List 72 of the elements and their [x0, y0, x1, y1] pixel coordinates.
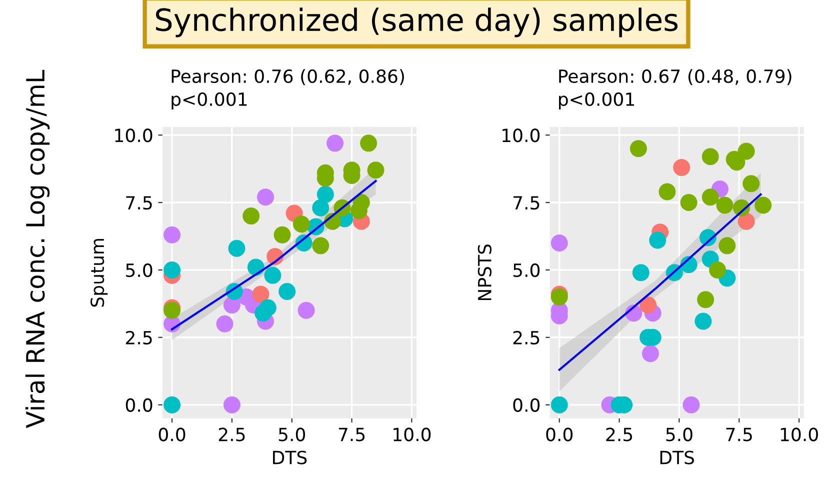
point — [264, 266, 282, 284]
point — [216, 315, 234, 332]
y-tick-label: 7.5 — [126, 196, 152, 210]
x-tick-label: 0.0 — [158, 428, 186, 442]
point — [738, 142, 755, 160]
point — [223, 396, 240, 414]
point — [316, 186, 334, 203]
point — [738, 212, 755, 230]
point — [292, 216, 310, 233]
point — [164, 226, 181, 244]
point — [673, 158, 690, 176]
y-axis-title: NPSTS — [478, 244, 492, 300]
x-tick-label: 0.0 — [546, 428, 573, 442]
y-tick-label: 2.5 — [126, 330, 152, 345]
point — [274, 226, 291, 244]
point — [716, 196, 734, 214]
point — [550, 396, 568, 414]
y-tick-label: 0.0 — [126, 398, 152, 412]
y-tick-label: 0.0 — [513, 398, 540, 412]
point — [680, 194, 698, 212]
point — [658, 183, 676, 200]
point — [742, 175, 760, 192]
point — [630, 140, 647, 158]
x-tick-label: 7.5 — [338, 428, 365, 442]
point — [640, 296, 657, 314]
point — [702, 188, 719, 206]
x-tick-label: 5.0 — [666, 428, 692, 442]
point — [682, 396, 700, 414]
point — [367, 162, 384, 179]
text: Viral RNA conc. Log copy/mL — [25, 70, 50, 428]
point — [350, 202, 368, 220]
point — [278, 283, 296, 300]
point — [256, 188, 274, 206]
y-axis-title: Sputum — [90, 238, 108, 307]
point — [754, 196, 772, 214]
point — [259, 299, 276, 316]
point — [649, 232, 666, 249]
x-axis-title: DTS — [273, 450, 307, 464]
point — [694, 312, 712, 330]
x-tick-label: 2.5 — [606, 428, 632, 442]
y-tick-label: 5.0 — [126, 263, 152, 278]
y-tick-label: 10.0 — [115, 128, 152, 142]
x-tick-label: 10.0 — [780, 428, 818, 442]
point — [164, 261, 181, 278]
x-axis-title: DTS — [660, 450, 694, 464]
point — [360, 134, 378, 152]
point — [697, 291, 714, 308]
x-tick-label: 10.0 — [394, 428, 431, 442]
y-tick-label: 2.5 — [513, 330, 540, 345]
y-tick-label: 7.5 — [514, 196, 540, 210]
y-tick-label: 10.0 — [502, 128, 540, 142]
point — [632, 264, 650, 282]
point — [642, 345, 659, 362]
point — [252, 286, 270, 303]
point — [228, 240, 246, 257]
x-tick-label: 7.5 — [726, 428, 752, 442]
point — [718, 237, 736, 254]
point — [702, 148, 719, 166]
point — [298, 302, 315, 319]
point — [164, 396, 181, 414]
chart-subtitle: Pearson: 0.76 (0.62, 0.86) p<0.001 — [172, 69, 404, 110]
point — [550, 234, 568, 252]
y-tick-label: 5.0 — [513, 263, 540, 278]
point — [312, 199, 330, 216]
chart-subtitle: Pearson: 0.67 (0.48, 0.79) p<0.001 — [559, 69, 792, 110]
point — [312, 237, 330, 254]
point — [242, 208, 260, 225]
x-tick-label: 2.5 — [218, 428, 245, 442]
point — [326, 134, 344, 152]
chart-title: Synchronized (same day) samples — [156, 8, 678, 38]
point — [709, 261, 726, 278]
x-tick-label: 5.0 — [278, 428, 306, 442]
